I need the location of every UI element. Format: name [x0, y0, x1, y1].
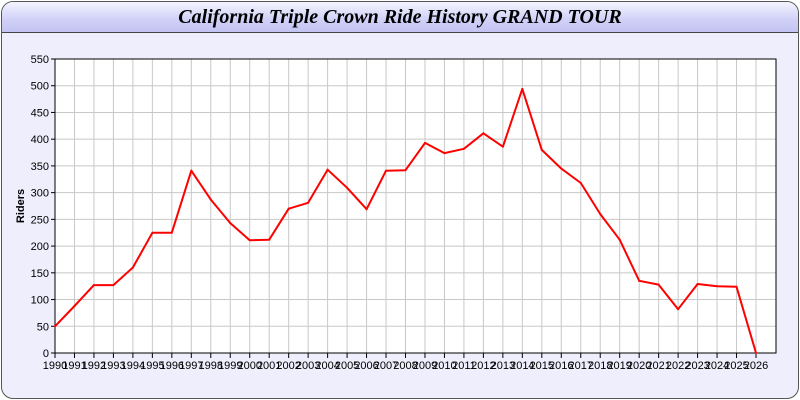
data-point	[462, 147, 465, 150]
x-tick-label: 1990	[43, 360, 67, 372]
data-point	[248, 239, 251, 242]
x-tick-label: 2026	[744, 360, 768, 372]
x-tick-label: 2023	[685, 360, 709, 372]
data-point	[170, 231, 173, 234]
data-point	[618, 238, 621, 241]
data-point	[404, 169, 407, 172]
y-tick-label: 50	[37, 321, 49, 333]
x-tick-label: 2022	[666, 360, 690, 372]
y-tick-label: 250	[31, 214, 49, 226]
data-point	[268, 238, 271, 241]
x-tick-label: 2005	[335, 360, 359, 372]
data-point	[131, 266, 134, 269]
data-point	[540, 148, 543, 151]
x-tick-label: 2019	[607, 360, 631, 372]
x-tick-label: 1995	[140, 360, 164, 372]
y-tick-label: 550	[31, 54, 49, 66]
data-point	[346, 186, 349, 189]
x-tick-label: 2018	[588, 360, 612, 372]
x-tick-label: 2014	[510, 360, 534, 372]
data-point	[521, 87, 524, 90]
title-bar: California Triple Crown Ride History GRA…	[2, 2, 798, 33]
x-tick-label: 1993	[101, 360, 125, 372]
y-tick-label: 100	[31, 295, 49, 307]
data-point	[482, 132, 485, 135]
data-point	[696, 283, 699, 286]
data-point	[677, 308, 680, 311]
y-axis-label: Riders	[15, 189, 27, 223]
x-tick-label: 2020	[627, 360, 651, 372]
chart-title: California Triple Crown Ride History GRA…	[178, 6, 622, 28]
data-point	[229, 222, 232, 225]
x-tick-label: 1991	[62, 360, 86, 372]
data-point	[579, 182, 582, 185]
data-point	[307, 201, 310, 204]
x-tick-label: 2011	[452, 360, 476, 372]
data-point	[423, 141, 426, 144]
x-tick-label: 1999	[218, 360, 242, 372]
x-tick-label: 2008	[393, 360, 417, 372]
plot-border	[54, 58, 777, 354]
data-point	[209, 198, 212, 201]
data-point	[54, 325, 56, 328]
data-point	[560, 167, 563, 170]
data-point	[385, 169, 388, 172]
data-point	[755, 352, 757, 354]
x-tick-label: 2016	[549, 360, 573, 372]
x-tick-label: 2001	[257, 360, 281, 372]
x-tick-label: 2021	[646, 360, 670, 372]
data-point	[190, 169, 193, 172]
x-tick-label: 2007	[374, 360, 398, 372]
x-tick-label: 1992	[82, 360, 106, 372]
x-tick-label: 2003	[296, 360, 320, 372]
x-tick-label: 2013	[491, 360, 515, 372]
x-tick-label: 1996	[160, 360, 184, 372]
data-point	[716, 285, 719, 288]
x-tick-label: 2012	[471, 360, 495, 372]
data-point	[599, 213, 602, 216]
y-tick-label: 500	[31, 81, 49, 93]
data-point	[501, 145, 504, 148]
x-tick-label: 2024	[705, 360, 729, 372]
x-tick-label: 2010	[432, 360, 456, 372]
x-tick-label: 2004	[315, 360, 339, 372]
x-tick-label: 2002	[276, 360, 300, 372]
x-tick-label: 1998	[199, 360, 223, 372]
plot-area	[55, 59, 776, 353]
data-point	[73, 304, 76, 307]
x-tick-label: 1997	[179, 360, 203, 372]
x-tick-label: 2015	[530, 360, 554, 372]
data-point	[443, 152, 446, 155]
y-tick-label: 400	[31, 134, 49, 146]
y-tick-label: 300	[31, 188, 49, 200]
x-tick-label: 2017	[569, 360, 593, 372]
x-tick-label: 2025	[724, 360, 748, 372]
y-tick-label: 350	[31, 161, 49, 173]
y-tick-label: 450	[31, 107, 49, 119]
data-point	[735, 285, 738, 288]
x-tick-label: 2006	[354, 360, 378, 372]
data-point	[326, 168, 329, 171]
data-point	[365, 208, 368, 211]
data-point	[287, 207, 290, 210]
y-tick-label: 200	[31, 241, 49, 253]
y-tick-label: 0	[43, 348, 49, 360]
data-point	[112, 284, 115, 287]
data-point	[657, 283, 660, 286]
x-tick-label: 2000	[237, 360, 261, 372]
data-point	[151, 231, 154, 234]
x-tick-label: 2009	[413, 360, 437, 372]
y-tick-label: 150	[31, 268, 49, 280]
data-point	[638, 279, 641, 282]
data-point	[92, 284, 95, 287]
x-tick-label: 1994	[121, 360, 145, 372]
